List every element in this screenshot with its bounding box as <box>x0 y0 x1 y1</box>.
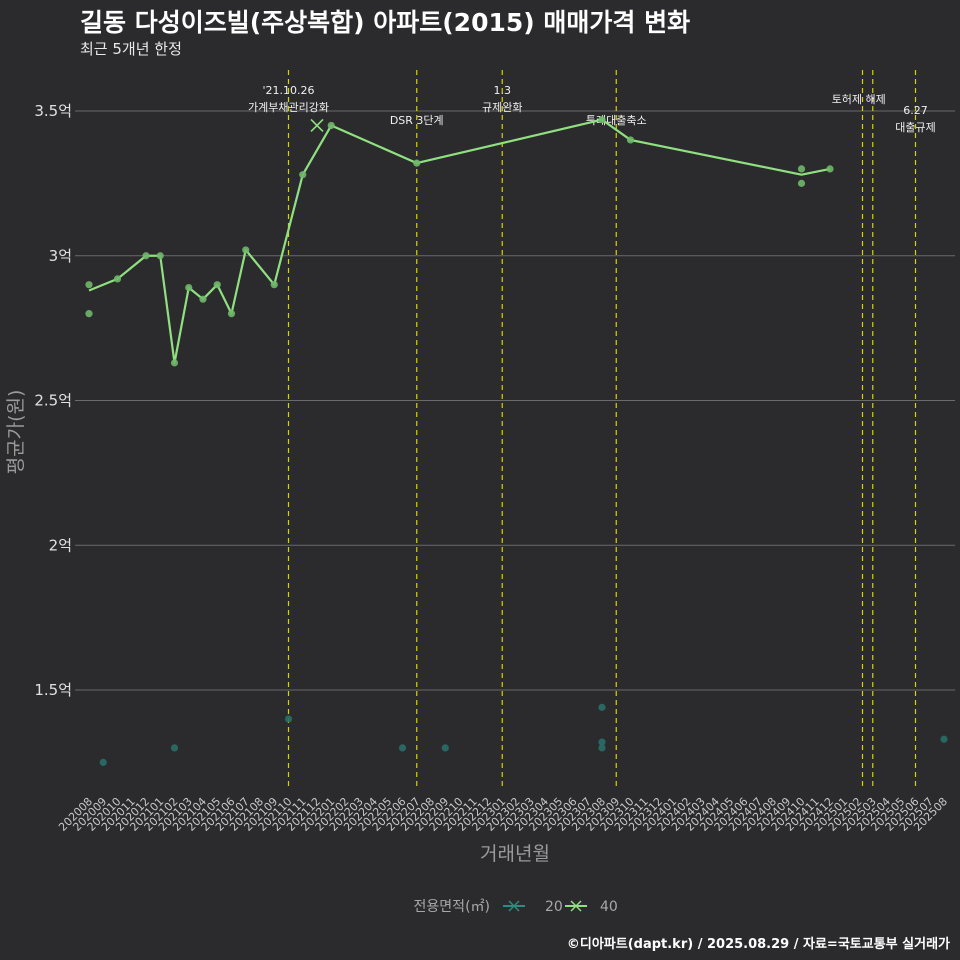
y-tick-label: 1.5억 <box>34 681 72 699</box>
chart-title: 길동 다성이즈빌(주상복합) 아파트(2015) 매매가격 변화 <box>80 8 691 37</box>
gridlines <box>75 110 955 691</box>
event-annotation: DSR 3단계 <box>390 114 444 127</box>
legend-key-20 <box>503 900 525 912</box>
legend-key-40 <box>565 900 587 912</box>
x-axis-title: 거래년월 <box>480 843 550 865</box>
data-point-40 <box>199 295 207 303</box>
data-point-40 <box>185 283 193 292</box>
data-point-40 <box>797 179 806 187</box>
y-tick-label: 2.5억 <box>34 392 72 410</box>
data-point-40 <box>213 281 221 289</box>
y-axis-ticks: 1.5억 2억 2.5억 3억 3.5억 <box>34 102 72 699</box>
data-point-40 <box>227 310 236 318</box>
cross-marker <box>310 118 324 133</box>
data-point-40 <box>270 281 278 289</box>
data-point-40 <box>826 165 834 173</box>
event-annotation: 규제완화 <box>482 101 522 114</box>
data-point-40 <box>797 165 806 173</box>
data-point-40 <box>156 252 164 260</box>
event-annotation: 6.27 <box>903 104 928 117</box>
data-point-20 <box>284 715 293 723</box>
data-point-40 <box>299 171 307 179</box>
legend-label-40: 40 <box>600 899 618 915</box>
data-point-20 <box>598 738 606 746</box>
event-annotation: 1.3 <box>494 84 512 97</box>
data-point-20 <box>940 735 948 743</box>
data-point-20 <box>99 758 107 766</box>
data-point-40 <box>598 116 606 124</box>
x-axis-ticks: 2020082020092020102020112020122021012021… <box>56 795 950 834</box>
y-tick-label: 3.5억 <box>34 102 72 120</box>
data-point-20 <box>441 744 449 752</box>
y-axis-title: 평균가(원) <box>5 390 27 475</box>
data-point-40 <box>142 252 150 260</box>
data-point-20 <box>598 703 606 711</box>
data-point-40 <box>170 359 179 367</box>
legend-label-20: 20 <box>545 899 563 915</box>
event-annotation: 토허제 해제 <box>832 92 886 106</box>
legend-title: 전용면적(㎡) <box>414 899 490 915</box>
data-point-20 <box>598 744 606 752</box>
data-point-40 <box>85 281 93 289</box>
event-annotation: 가계부채관리강화 <box>248 101 329 114</box>
event-annotation: 대출규제 <box>895 121 935 134</box>
series-line-40 <box>88 118 831 364</box>
y-tick-label: 2억 <box>49 536 72 554</box>
data-point-40 <box>113 275 122 283</box>
data-point-40 <box>327 121 335 130</box>
data-point-40 <box>85 310 93 318</box>
y-tick-label: 3억 <box>49 247 72 265</box>
data-point-20 <box>398 744 407 752</box>
chart-subtitle: 최근 5개년 한정 <box>80 40 182 58</box>
data-point-40 <box>242 246 250 254</box>
data-point-40 <box>626 136 635 144</box>
event-annotation: '21.10.26 <box>262 84 314 97</box>
legend: 전용면적(㎡) 20 40 <box>414 899 618 915</box>
series-layer <box>85 116 948 766</box>
data-point-20 <box>170 744 179 752</box>
data-point-40 <box>413 159 421 167</box>
source-caption: ©디아파트(dapt.kr) / 2025.08.29 / 자료=국토교통부 실… <box>566 937 950 952</box>
